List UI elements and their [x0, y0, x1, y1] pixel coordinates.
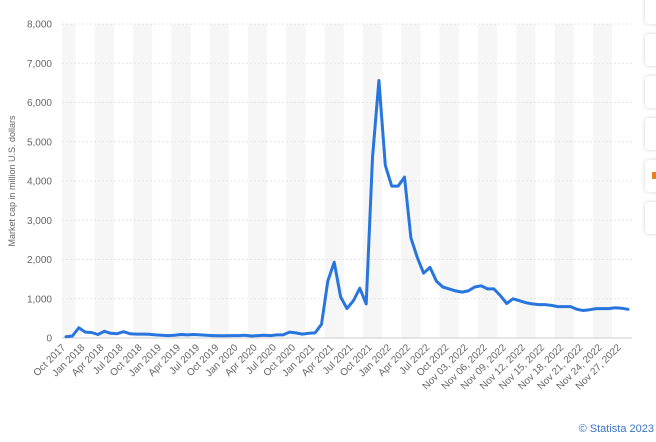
y-tick-label: 8,000	[27, 20, 52, 31]
side-button[interactable]	[645, 160, 656, 192]
side-button[interactable]	[645, 0, 656, 24]
side-button[interactable]	[645, 202, 656, 234]
side-button[interactable]	[645, 76, 656, 108]
credit[interactable]: © Statista 2023	[579, 423, 654, 435]
band	[171, 24, 191, 338]
y-tick-label: 3,000	[27, 216, 52, 227]
side-button[interactable]	[645, 118, 656, 150]
band	[62, 24, 76, 338]
y-tick-label: 2,000	[27, 255, 52, 266]
y-tick-label: 7,000	[27, 59, 52, 70]
side-button[interactable]	[645, 34, 656, 66]
band	[439, 24, 459, 338]
y-axis-label: Market cap in million U.S. dollars	[7, 115, 17, 247]
y-tick-label: 0	[46, 334, 52, 345]
y-tick-label: 1,000	[27, 294, 52, 305]
y-tick-label: 4,000	[27, 177, 52, 188]
y-tick-label: 5,000	[27, 137, 52, 148]
icon	[652, 172, 656, 179]
line	[64, 79, 630, 339]
grid	[62, 23, 632, 339]
bands	[62, 24, 613, 338]
y-tick-label: 6,000	[27, 98, 52, 109]
